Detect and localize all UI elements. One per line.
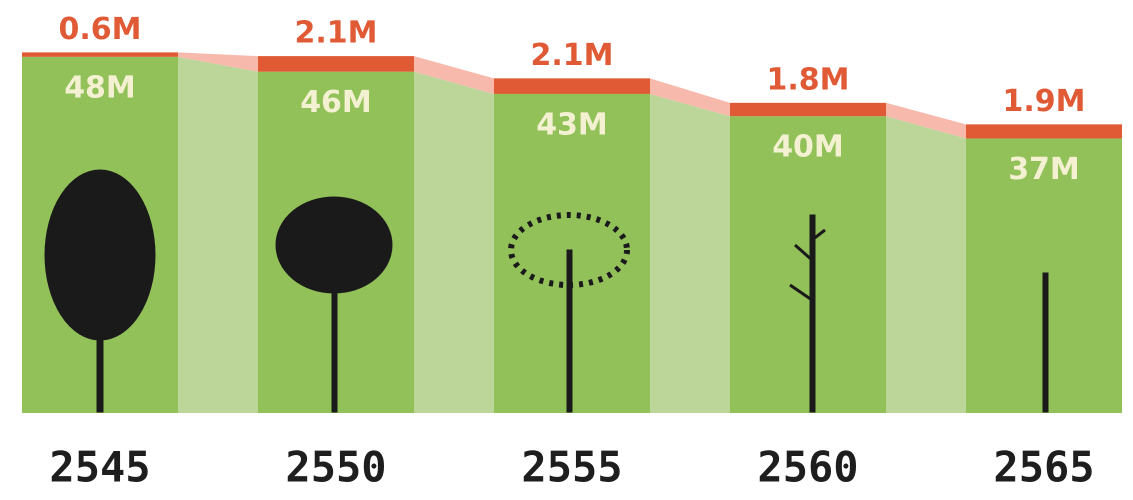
connector-area [650,78,730,117]
tree-crown [44,169,156,341]
value-label: 43M [536,107,608,142]
value-label: 0.6M [59,12,142,47]
bar-segment [22,52,178,57]
value-label: 37M [1008,152,1080,187]
connector-area [886,116,966,413]
bar-segment [258,56,414,72]
bar-segment [494,78,650,94]
tree-trunk [809,214,816,413]
value-label: 2.1M [295,16,378,51]
tree-crown [275,196,393,294]
x-tick-label: 2550 [285,443,386,492]
bar-segment [730,102,886,117]
connector-area [886,102,966,139]
tree-trunk [331,289,338,413]
tree-crown [508,212,630,288]
connector-area [178,52,258,72]
connector-area [178,56,258,414]
value-label: 2.1M [531,38,614,73]
connector-area [650,93,730,413]
connector-area [414,71,494,414]
value-label: 40M [772,130,844,165]
x-tick-label: 2560 [757,443,858,492]
tree-trunk [1042,272,1049,413]
tree-illustrations [44,169,1049,413]
x-tick-label: 2555 [521,443,622,492]
bar-segment [966,124,1122,139]
bar-segment [730,116,886,413]
x-tick-label: 2565 [993,443,1094,492]
value-label: 1.9M [1003,84,1086,119]
value-label: 1.8M [767,62,850,97]
tree-branches [789,228,826,302]
tree-trunk [566,249,573,413]
connector-area [414,56,494,94]
x-tick-label: 2545 [49,443,150,492]
value-label: 48M [64,70,136,105]
value-label: 46M [300,85,372,120]
